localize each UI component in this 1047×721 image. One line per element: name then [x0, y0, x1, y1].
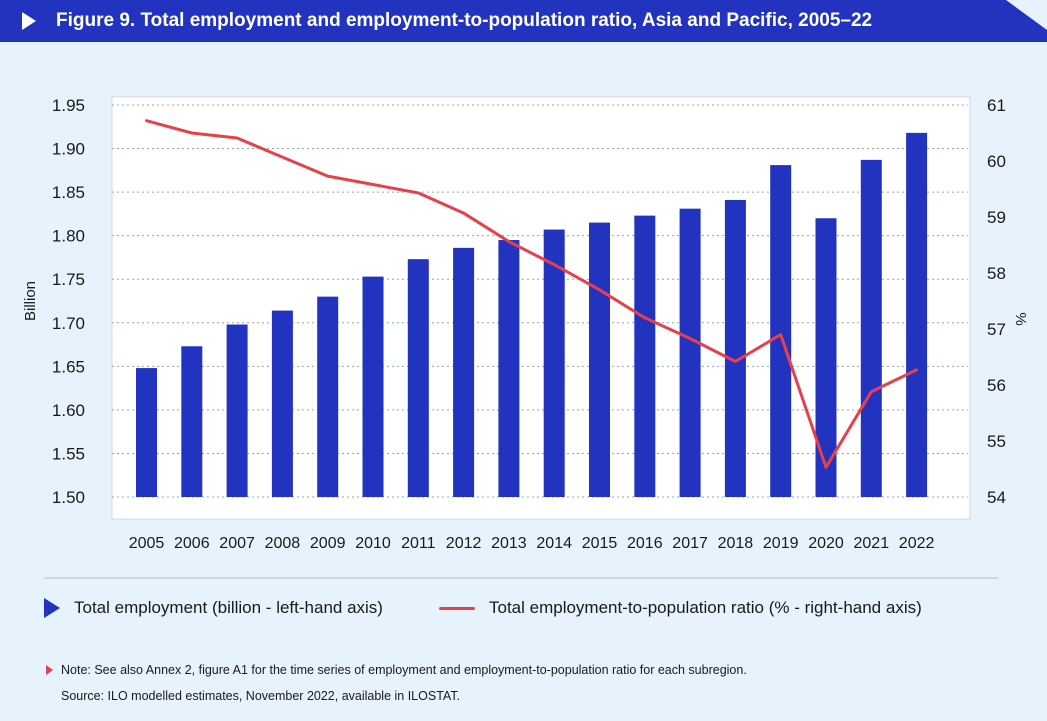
title-banner-background	[0, 0, 1047, 42]
legend-label-employment: Total employment (billion - left-hand ax…	[74, 598, 383, 617]
title-banner: Figure 9. Total employment and employmen…	[0, 0, 1047, 42]
x-tick-label: 2010	[355, 535, 391, 552]
legend-item-ratio: Total employment-to-population ratio (% …	[439, 598, 922, 618]
employment-bar	[271, 310, 293, 497]
right-tick-label: 61	[987, 96, 1006, 115]
employment-bar	[453, 247, 475, 497]
left-tick-label: 1.85	[52, 183, 85, 202]
title-arrow-icon	[22, 12, 36, 30]
employment-bar	[860, 159, 882, 497]
note-line: Note: See also Annex 2, figure A1 for th…	[46, 660, 747, 680]
employment-bar	[634, 215, 656, 497]
left-tick-label: 1.75	[52, 270, 85, 289]
employment-bar	[407, 259, 429, 497]
left-tick-label: 1.95	[52, 96, 85, 115]
note-arrow-icon	[46, 665, 53, 675]
x-tick-label: 2016	[627, 535, 663, 552]
x-tick-label: 2006	[174, 535, 210, 552]
x-tick-label: 2018	[718, 535, 754, 552]
line-legend-icon	[439, 606, 475, 610]
right-tick-label: 55	[987, 432, 1006, 451]
x-tick-label: 2019	[763, 535, 799, 552]
right-tick-label: 56	[987, 376, 1006, 395]
left-tick-label: 1.65	[52, 357, 85, 376]
left-tick-label: 1.70	[52, 314, 85, 333]
legend-item-employment: Total employment (billion - left-hand ax…	[44, 598, 383, 618]
source-line: Source: ILO modelled estimates, November…	[46, 686, 747, 706]
right-axis-title: %	[1012, 312, 1029, 325]
left-tick-label: 1.80	[52, 227, 85, 246]
left-tick-label: 1.55	[52, 444, 85, 463]
left-tick-label: 1.50	[52, 488, 85, 507]
x-tick-label: 2022	[899, 535, 935, 552]
right-tick-label: 57	[987, 320, 1006, 339]
employment-bar	[724, 199, 746, 497]
right-tick-label: 58	[987, 264, 1006, 283]
right-tick-label: 60	[987, 152, 1006, 171]
x-tick-label: 2007	[219, 535, 255, 552]
employment-bar	[679, 208, 701, 497]
employment-bar	[498, 240, 520, 497]
ratio-line	[145, 119, 919, 469]
employment-bar	[226, 324, 248, 497]
x-tick-label: 2008	[265, 535, 301, 552]
employment-bar	[543, 229, 565, 497]
legend-divider	[44, 577, 998, 579]
employment-bar	[815, 218, 837, 497]
employment-bar	[317, 296, 339, 497]
x-tick-label: 2013	[491, 535, 527, 552]
employment-bar	[181, 346, 203, 497]
x-tick-label: 2005	[129, 535, 165, 552]
note-text: Note: See also Annex 2, figure A1 for th…	[61, 663, 747, 677]
x-tick-label: 2020	[808, 535, 844, 552]
x-tick-label: 2017	[672, 535, 708, 552]
employment-bar	[770, 165, 792, 497]
employment-bar	[136, 368, 157, 497]
right-tick-label: 54	[987, 488, 1006, 507]
x-tick-label: 2021	[854, 535, 890, 552]
x-tick-label: 2012	[446, 535, 482, 552]
employment-bar	[362, 276, 384, 497]
x-tick-label: 2014	[536, 535, 572, 552]
x-tick-label: 2015	[582, 535, 618, 552]
combo-chart: 1.50 1.55 1.60 1.65 1.70 1.75 1.80 1.85 1.90 1.95…	[22, 96, 1029, 552]
left-tick-label: 1.90	[52, 140, 85, 159]
right-tick-label: 59	[987, 208, 1006, 227]
bar-legend-icon	[44, 598, 60, 618]
figure-title: Figure 9. Total employment and employmen…	[56, 10, 873, 31]
figure-notes: Note: See also Annex 2, figure A1 for th…	[46, 660, 747, 706]
employment-bar	[589, 222, 610, 497]
chart-legend: Total employment (billion - left-hand ax…	[44, 598, 1004, 624]
x-tick-label: 2009	[310, 535, 346, 552]
x-tick-label: 2011	[401, 535, 436, 552]
legend-label-ratio: Total employment-to-population ratio (% …	[489, 598, 922, 617]
employment-bar	[906, 132, 928, 497]
source-text: Source: ILO modelled estimates, November…	[61, 689, 461, 703]
left-tick-label: 1.60	[52, 401, 85, 420]
left-axis-title: Billion	[22, 281, 39, 321]
